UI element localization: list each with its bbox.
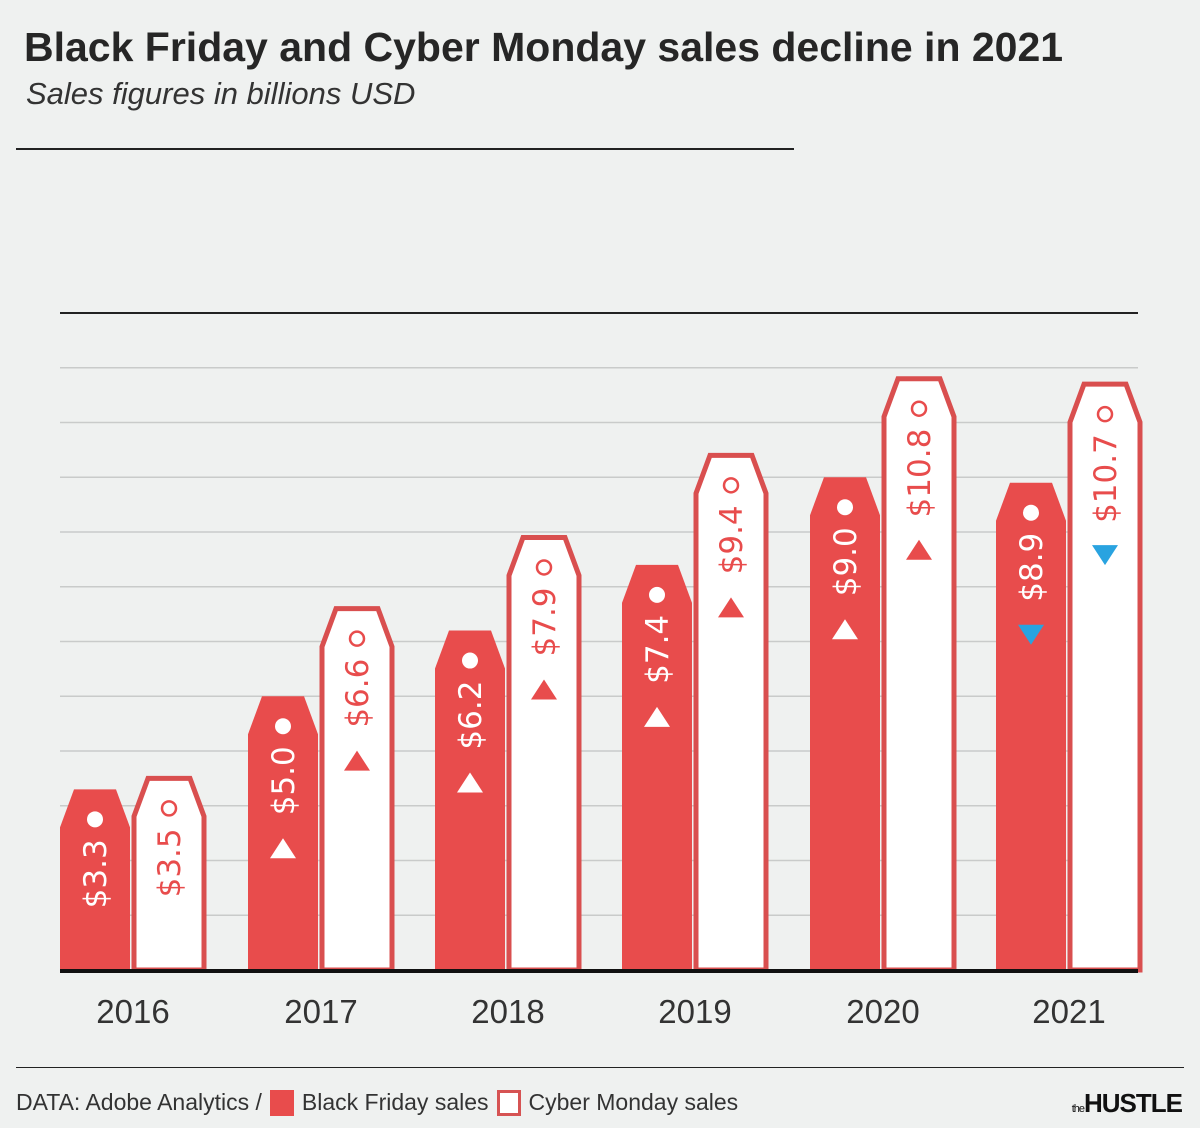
bar-black-friday-2020 <box>810 477 880 970</box>
data-label: $7.4 <box>640 615 676 684</box>
tag-hole <box>1023 504 1039 521</box>
tag-hole <box>535 559 553 576</box>
data-label: $6.6 <box>340 659 376 728</box>
x-tick-label: 2016 <box>96 993 169 1030</box>
data-label: $6.2 <box>453 681 489 750</box>
data-label: $9.4 <box>714 505 750 574</box>
data-label: $3.3 <box>78 839 114 908</box>
tag-hole <box>275 718 291 735</box>
bar-black-friday-2021 <box>996 482 1066 970</box>
divider <box>16 1067 1184 1068</box>
bar-cyber-monday-2021 <box>1067 381 1143 973</box>
bar-black-friday-2018 <box>435 630 505 970</box>
data-label: $3.5 <box>152 828 188 897</box>
tag-hole <box>348 630 366 647</box>
bar-black-friday-2017 <box>248 696 318 970</box>
bar-chart: $3.3 $3.5 2016 $5.0 $6.6 2017 $6.2 $7.9 2018 $7.4… <box>60 312 1143 1030</box>
trend-down-icon <box>1018 624 1044 645</box>
data-label: $10.8 <box>902 429 938 518</box>
bar-black-friday-2019 <box>622 564 692 970</box>
trend-up-icon <box>344 750 370 771</box>
trend-up-icon <box>906 539 932 560</box>
x-tick-label: 2020 <box>846 993 919 1030</box>
trend-up-icon <box>531 679 557 700</box>
tag-hole <box>837 499 853 516</box>
legend-label-cm: Cyber Monday sales <box>528 1089 739 1115</box>
data-label: $9.0 <box>828 527 864 596</box>
trend-up-icon <box>718 597 744 618</box>
x-tick-label: 2019 <box>658 993 731 1030</box>
trend-up-icon <box>644 706 670 727</box>
tag-hole <box>910 400 928 417</box>
trend-up-icon <box>270 838 296 859</box>
legend-swatch-bf <box>269 1089 294 1116</box>
data-label: $10.7 <box>1088 434 1124 523</box>
legend-label-bf: Black Friday sales <box>301 1089 489 1115</box>
legend-swatch-cm <box>496 1089 521 1116</box>
tag-hole <box>1096 405 1114 423</box>
x-tick-label: 2021 <box>1032 993 1105 1030</box>
tag-hole <box>87 811 103 828</box>
source-text: DATA: Adobe Analytics / <box>16 1089 262 1115</box>
x-tick-label: 2017 <box>284 993 357 1030</box>
data-label: $5.0 <box>266 746 302 815</box>
tag-hole <box>649 586 665 603</box>
trend-down-icon <box>1092 545 1118 566</box>
tag-hole <box>160 800 178 817</box>
brand-logo: theHUSTLE <box>1071 1088 1183 1118</box>
data-label: $8.9 <box>1014 533 1050 602</box>
trend-up-icon <box>457 772 483 793</box>
tag-hole <box>722 477 740 494</box>
chart-subtitle: Sales figures in billions USD <box>26 76 416 111</box>
trend-up-icon <box>832 619 858 640</box>
bar-black-friday-2016 <box>60 789 130 970</box>
legend: DATA: Adobe Analytics / Black Friday sal… <box>16 1089 738 1116</box>
data-label: $7.9 <box>527 587 563 656</box>
chart-title: Black Friday and Cyber Monday sales decl… <box>24 24 1064 70</box>
x-tick-label: 2018 <box>471 993 544 1030</box>
tag-hole <box>462 652 478 669</box>
divider <box>16 148 794 150</box>
